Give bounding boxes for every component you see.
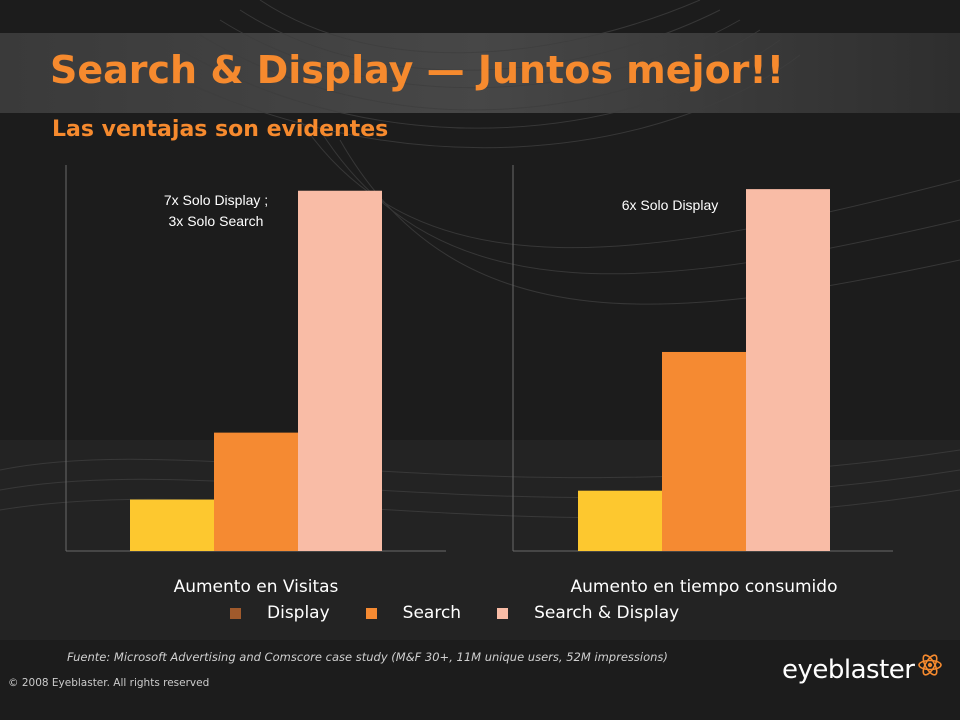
bar-chart1-search-display — [298, 190, 382, 551]
annotation-line: 6x Solo Display — [622, 197, 719, 213]
legend-swatch-search — [365, 607, 377, 619]
legend-item-display: Display — [230, 603, 330, 623]
annotation-line: 7x Solo Display ; — [164, 192, 268, 208]
legend-label-search: Search — [402, 603, 462, 623]
copyright-text: © 2008 Eyeblaster. All rights reserved — [8, 677, 210, 689]
chart-legend: Display Search Search & Display — [230, 601, 715, 625]
x-label-chart1: Aumento en Visitas — [174, 577, 339, 597]
source-note: Fuente: Microsoft Advertising and Comsco… — [67, 650, 668, 664]
annotation-chart2: 6x Solo Display — [622, 197, 719, 213]
legend-item-search: Search — [365, 603, 462, 623]
bar-chart1-display — [130, 499, 214, 551]
annotation-chart1: 7x Solo Display ; 3x Solo Search — [164, 192, 268, 229]
legend-item-search-display: Search & Display — [497, 603, 679, 623]
bar-chart2-search — [662, 351, 746, 551]
x-label-chart2: Aumento en tiempo consumido — [571, 577, 838, 597]
legend-label-search-display: Search & Display — [534, 603, 680, 623]
legend-swatch-search-display — [497, 607, 509, 619]
bar-chart2-search-display — [746, 189, 830, 551]
eyeblaster-logo: eyeblaster — [782, 654, 943, 685]
atom-icon — [918, 654, 943, 676]
slide-title: Search & Display — Juntos mejor!! — [50, 48, 785, 92]
bar-chart2-display — [578, 490, 662, 551]
bar-chart1-search — [214, 432, 298, 551]
logo-text: eyeblaster — [782, 655, 915, 685]
bar-charts: 7x Solo Display ; 3x Solo Search Aumento e… — [65, 165, 893, 597]
annotation-line: 3x Solo Search — [169, 213, 264, 229]
legend-label-display: Display — [267, 603, 330, 623]
legend-swatch-display — [230, 607, 241, 619]
slide-subtitle: Las ventajas son evidentes — [52, 117, 389, 142]
